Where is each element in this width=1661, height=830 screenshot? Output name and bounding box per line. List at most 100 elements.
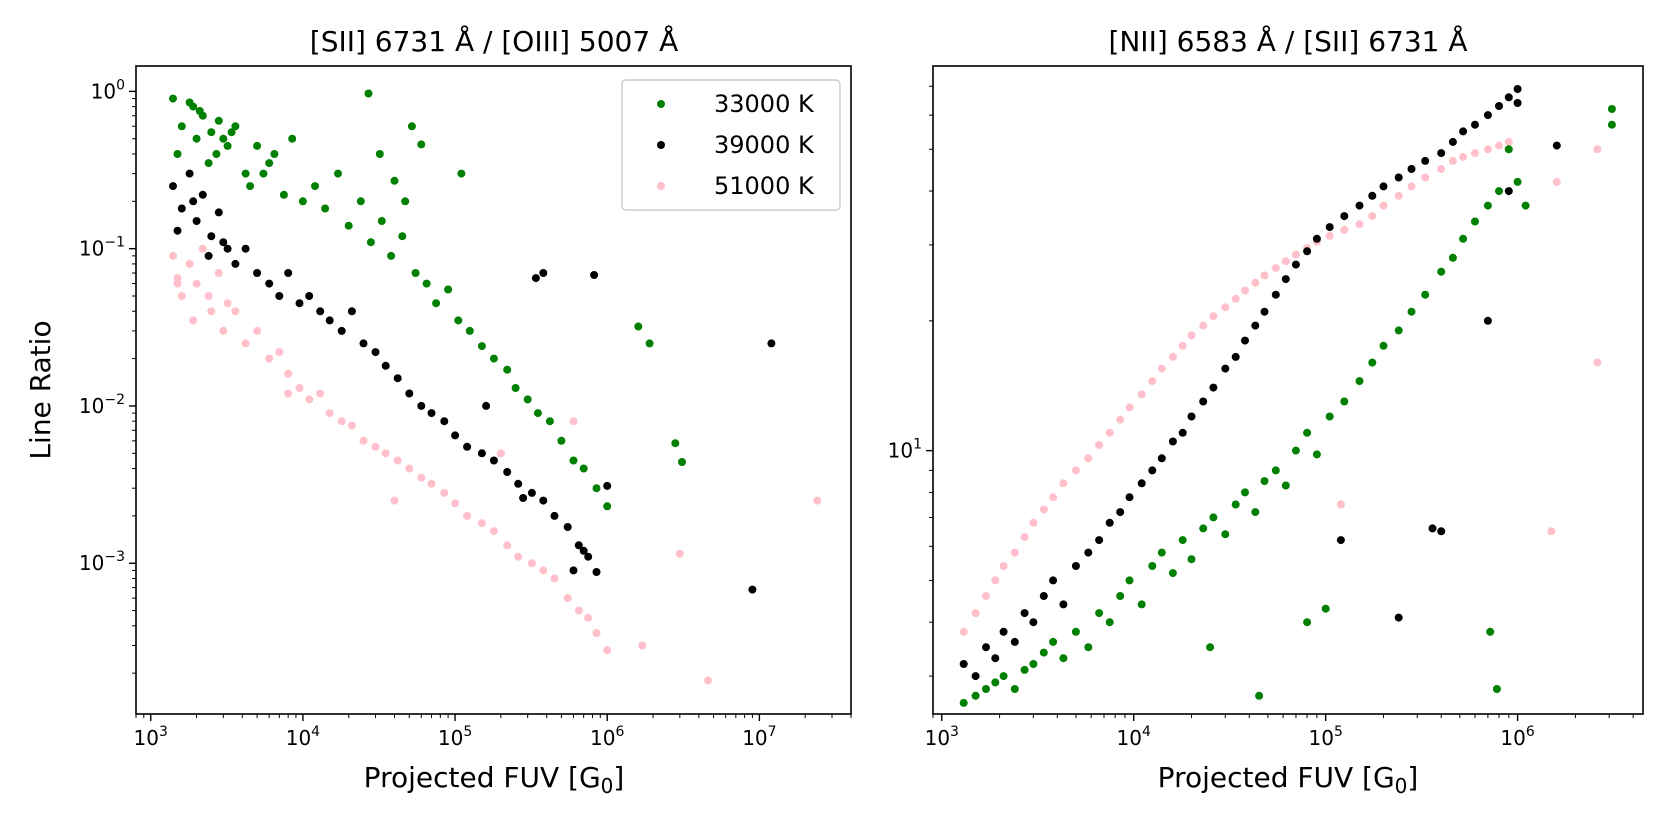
point-33000k [959,698,968,707]
right-x-label-main: Projected FUV [G [1158,761,1395,794]
y-tick-exp: 0 [116,77,125,93]
point-39000k [1251,321,1260,330]
point-33000k [422,279,431,288]
point-51000k [1291,250,1300,259]
point-39000k [265,279,274,288]
point-33000k [377,217,386,225]
point-33000k [387,251,396,260]
point-33000k [1303,618,1312,627]
point-51000k [451,499,460,508]
point-33000k [1251,508,1260,517]
point-51000k [219,326,228,335]
x-tick-label-1: 106 [1500,724,1534,750]
point-33000k [444,285,453,294]
point-33000k [298,197,307,206]
point-39000k [590,271,599,279]
point-51000k [463,511,472,520]
point-39000k [347,307,356,316]
x-tick-exp: 7 [768,724,777,740]
point-51000k [982,592,990,600]
point-33000k [1394,326,1403,335]
right-panel: [NII] 6583 Å / [SII] 6731 Å 103 104 105 106… [888,24,1644,798]
y-tick-label-1: 101 [888,437,922,463]
point-33000k [533,409,542,418]
point-33000k [1084,643,1093,652]
point-39000k [1157,454,1166,463]
point-51000k [1368,212,1377,221]
point-51000k [1157,364,1166,373]
point-33000k [375,150,384,158]
left-panel: [SII] 6731 Å / [OIII] 5007 Å 103 104 105 10… [24,24,852,798]
right-plot-points [959,85,1616,707]
point-33000k [223,141,232,150]
point-51000k [1020,533,1029,542]
point-51000k [503,541,512,550]
point-33000k [411,269,420,277]
point-33000k [1125,576,1134,585]
left-x-label-main: Projected FUV [G [364,761,601,794]
point-33000k [1325,412,1334,421]
point-39000k [325,316,334,325]
point-33000k [671,439,680,448]
point-33000k [634,322,643,331]
point-39000k [1010,637,1019,646]
point-33000k [1178,536,1187,545]
x-tick-exp: 5 [463,724,472,740]
x-tick-exp: 6 [615,724,624,740]
point-39000k [1231,352,1240,361]
x-tick-base: 10 [134,726,159,750]
x-tick-label-0: 103 [134,724,168,750]
x-tick-label-1: 104 [1117,724,1151,750]
point-51000k [1355,220,1364,229]
x-tick-label-0: 107 [742,724,776,750]
point-39000k [1271,290,1280,299]
point-33000k [214,116,223,125]
point-51000k [496,449,505,458]
point-51000k [514,552,523,561]
point-39000k [514,479,523,488]
point-51000k [1547,527,1556,536]
point-51000k [1168,352,1177,361]
point-51000k [1421,173,1430,182]
point-51000k [1251,278,1260,287]
x-tick-base: 10 [438,726,463,750]
point-39000k [584,552,593,561]
point-51000k [675,549,684,558]
point-51000k [999,562,1008,570]
point-33000k [579,464,588,473]
point-51000k [1209,312,1218,321]
point-51000k [1095,441,1104,450]
point-39000k [177,204,186,213]
point-33000k [545,417,554,426]
point-51000k [427,479,436,488]
point-33000k [219,134,228,143]
point-33000k [1199,524,1208,533]
point-39000k [1137,479,1146,488]
point-51000k [1459,152,1468,161]
left-x-ticks: 103 104 105 106 107 [134,714,852,750]
x-tick-base: 10 [742,726,767,750]
point-51000k [489,527,498,536]
point-33000k [1486,627,1495,636]
point-51000k [1593,358,1602,367]
point-33000k [523,395,532,404]
point-39000k [959,660,968,668]
point-39000k [1168,437,1177,446]
point-51000k [550,574,559,583]
point-33000k [454,316,463,325]
point-33000k [1459,234,1468,243]
point-51000k [173,274,182,283]
point-33000k [1607,120,1616,129]
point-39000k [1209,383,1218,392]
x-tick-base: 10 [1308,726,1333,750]
point-51000k [1241,286,1249,295]
point-39000k [381,361,390,370]
left-x-axis-label: Projected FUV [G0] [364,761,625,798]
point-33000k [603,502,612,511]
point-33000k [407,122,416,131]
point-33000k [227,128,236,137]
point-51000k [477,519,486,528]
point-51000k [316,389,325,398]
point-39000k [1448,137,1457,146]
